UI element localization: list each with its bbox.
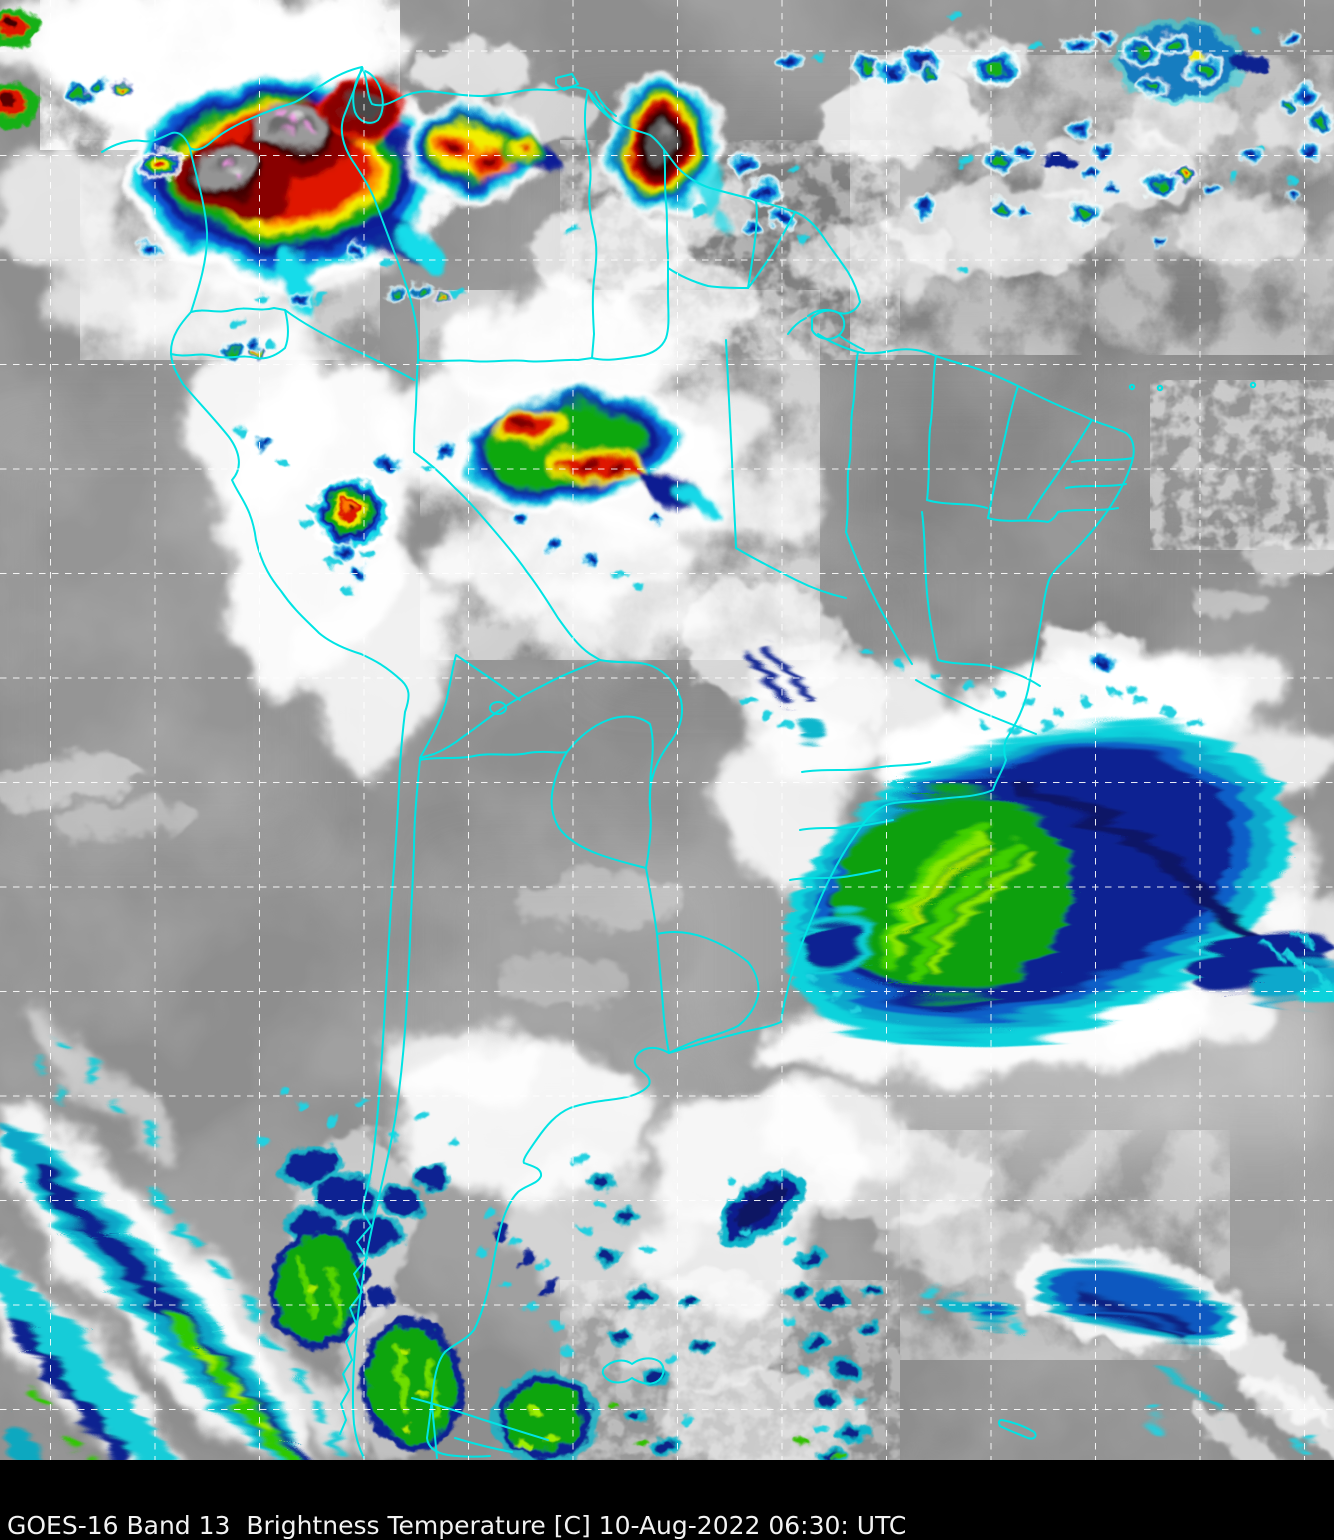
state-border-16	[801, 761, 931, 773]
state-border-15	[735, 547, 847, 599]
border-colombia-ecuador	[190, 307, 286, 313]
border-uruguay-river	[656, 933, 670, 1054]
coastline-atlantic	[668, 333, 1135, 1054]
border-chile-argentina	[351, 759, 421, 1459]
storm-line-west-amazon	[455, 386, 721, 515]
state-border-1	[845, 351, 859, 533]
border-ecuador-peru	[170, 309, 289, 360]
state-border-11	[845, 531, 913, 665]
border-guyana-suriname	[663, 149, 669, 269]
border-colombia-brazil	[413, 359, 419, 453]
border-suriname-brazil	[667, 267, 749, 289]
coastline-patagonia	[426, 1046, 670, 1458]
marajo-island	[787, 309, 865, 351]
storm-cells-itcz	[777, 14, 1334, 694]
band-argentine-sea	[718, 1169, 806, 1247]
orinoco-delta	[587, 89, 617, 119]
caption-text: GOES-16 Band 13 Brightness Temperature […	[7, 1510, 907, 1540]
storm-cluster-apure	[402, 100, 562, 204]
state-border-8	[987, 511, 1059, 523]
border-bolivia-chile	[419, 654, 521, 759]
border-peru-bolivia	[419, 659, 601, 759]
state-border-2	[926, 355, 937, 501]
border-uruguay-brazil	[656, 930, 760, 1054]
satellite-image	[0, 0, 1334, 1460]
border-suriname-frguiana	[747, 199, 758, 289]
border-frguiana-brazil	[747, 211, 796, 289]
island-dot-2	[1156, 384, 1164, 392]
magellan-strait	[411, 1397, 549, 1441]
satellite-map	[0, 0, 1334, 1460]
bands-southwest-pacific	[0, 1034, 340, 1460]
falkland-islands	[601, 1357, 665, 1385]
band-southeast-ocean	[913, 1257, 1317, 1444]
border-bolivia-brazil	[599, 659, 683, 809]
border-guyana-brazil	[591, 267, 670, 361]
storm-mcs-venezuela	[125, 67, 455, 323]
border-bolivia-argentina	[419, 750, 568, 761]
state-border-14	[725, 339, 737, 549]
border-venezuela-brazil	[417, 357, 593, 363]
state-border-3	[987, 385, 1019, 519]
storm-cells-colombia	[0, 8, 465, 466]
south-georgia	[997, 1419, 1037, 1440]
magellan-coast	[454, 1437, 513, 1453]
state-border-9	[926, 499, 988, 509]
state-border-17	[799, 819, 894, 831]
storm-cell-peru	[299, 475, 394, 594]
island-dot-1	[1128, 383, 1136, 391]
border-paraguay	[550, 715, 654, 869]
coastline-caribbean	[101, 66, 861, 317]
border-peru-brazil	[413, 451, 601, 661]
border-venezuela-guyana	[583, 89, 598, 359]
border-parana-river	[645, 867, 658, 935]
state-border-5	[1071, 457, 1134, 463]
caption-bar: GOES-16 Band 13 Brightness Temperature […	[0, 1460, 1334, 1540]
state-border-12	[937, 659, 1041, 687]
border-peru-colombia	[284, 309, 415, 381]
tierra-del-fuego-border	[431, 1404, 438, 1459]
lake-titicaca	[489, 701, 507, 715]
state-border-18	[789, 869, 881, 881]
state-border-4	[1027, 419, 1093, 519]
border-colombia-venezuela	[340, 66, 419, 361]
state-border-13	[915, 679, 1037, 735]
state-border-10	[921, 511, 939, 661]
trinidad	[555, 73, 579, 91]
island-dot-3	[1249, 381, 1257, 389]
latlon-grid	[0, 0, 1334, 1460]
country-borders	[101, 66, 1257, 1459]
state-border-7	[1057, 507, 1119, 513]
cold-column-south-center	[782, 1243, 882, 1460]
lake-maracaibo	[352, 69, 384, 124]
